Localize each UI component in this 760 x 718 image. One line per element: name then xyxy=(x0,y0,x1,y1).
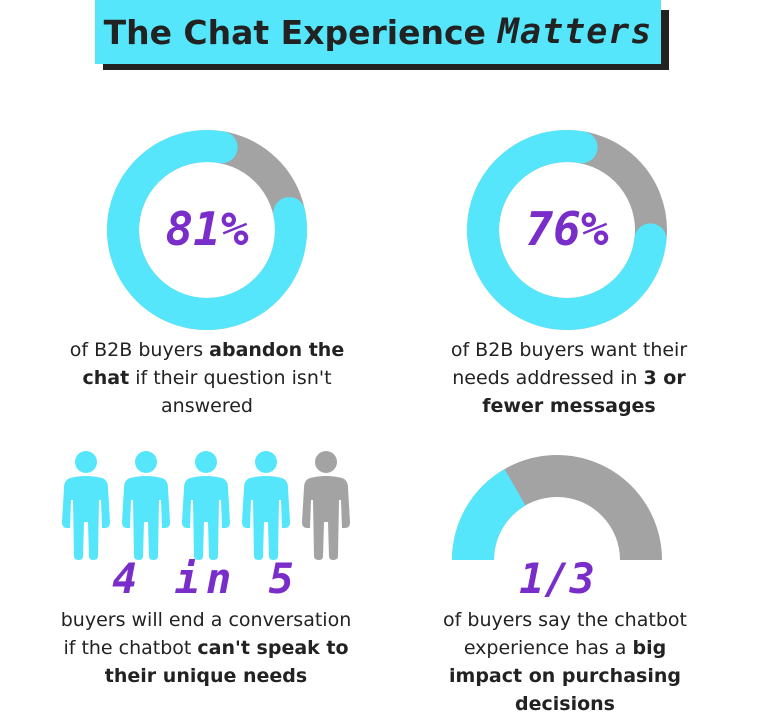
person-icon xyxy=(302,451,350,560)
caption-2: of B2B buyers want their needs addressed… xyxy=(438,336,700,420)
caption-2-pre: of B2B buyers want their needs addressed… xyxy=(450,339,688,389)
stat-value-2: 76% xyxy=(525,202,609,256)
caption-3-pre: buyers will end a conversation if the ch… xyxy=(60,609,352,659)
caption-1-bold: abandon the chat xyxy=(82,339,345,389)
person-icon xyxy=(122,451,170,560)
caption-4-pre: of buyers say the chatbot experience has… xyxy=(443,609,687,659)
caption-1: of B2B buyers abandon the chat if their … xyxy=(66,336,348,420)
donut-chart-2 xyxy=(467,130,667,330)
title-accent: Matters xyxy=(497,12,653,52)
person-icon xyxy=(182,451,230,560)
person-icon xyxy=(62,451,110,560)
person-icon xyxy=(242,451,290,560)
stat-value-3: 4 in 5 xyxy=(112,554,300,603)
pictograph xyxy=(62,451,350,560)
donut-1-arc xyxy=(107,130,307,330)
caption-1-pre: of B2B buyers xyxy=(69,339,210,361)
caption-3-bold: can't speak to their unique needs xyxy=(104,637,349,687)
semi-donut-chart xyxy=(452,455,662,561)
caption-3: buyers will end a conversation if the ch… xyxy=(52,606,360,690)
semi-donut-arc xyxy=(452,469,527,561)
caption-1-post: if their question isn't answered xyxy=(129,367,332,417)
donut-2-arc xyxy=(467,130,667,330)
stat-value-4: 1/3 xyxy=(519,554,595,603)
donut-chart-1 xyxy=(107,130,307,330)
title-text: The Chat Experience xyxy=(103,12,486,52)
caption-4: of buyers say the chatbot experience has… xyxy=(424,606,706,718)
page-title: The Chat Experience Matters xyxy=(95,0,661,64)
caption-2-bold: 3 or fewer messages xyxy=(482,367,686,417)
stat-value-1: 81% xyxy=(165,202,249,256)
